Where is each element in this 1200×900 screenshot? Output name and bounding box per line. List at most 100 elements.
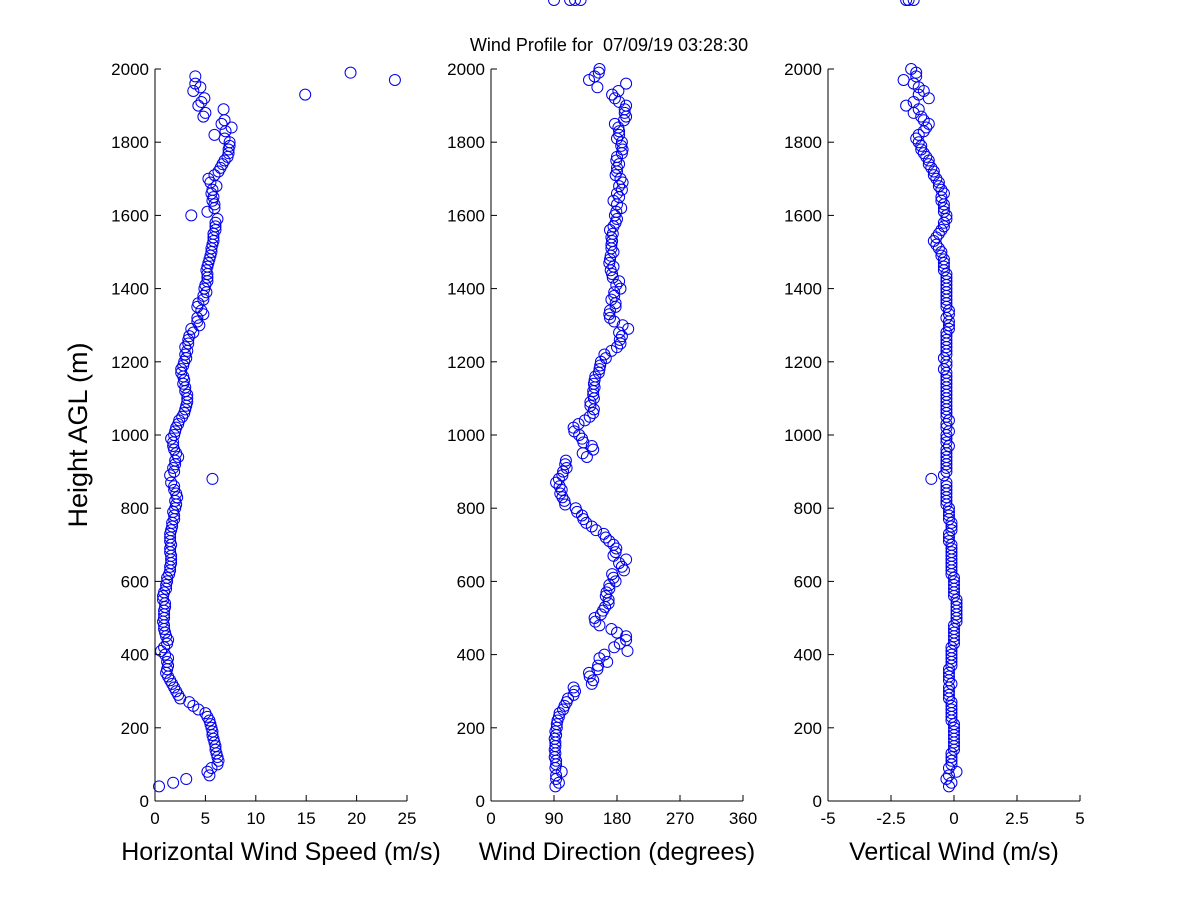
data-point (218, 154, 231, 167)
data-point (164, 469, 177, 482)
data-point (559, 498, 572, 511)
y-tick-label: 1200 (111, 353, 149, 372)
data-point (191, 315, 204, 328)
data-point (615, 330, 628, 343)
data-point (920, 121, 933, 134)
data-point (614, 172, 627, 185)
data-point (620, 99, 633, 112)
data-point (942, 414, 955, 427)
data-point (935, 224, 948, 237)
data-point (613, 637, 626, 650)
data-point (948, 571, 960, 584)
y-tick-label: 800 (457, 499, 485, 518)
data-point (920, 150, 933, 163)
data-point (945, 516, 958, 529)
data-point (945, 524, 958, 537)
data-point (201, 205, 214, 218)
y-tick-label: 1400 (784, 280, 822, 299)
data-point (945, 747, 958, 760)
data-point (558, 494, 571, 507)
data-point (922, 158, 935, 171)
data-point (905, 63, 918, 75)
x-tick-label: 10 (246, 809, 265, 828)
data-point (608, 286, 621, 299)
data-point (915, 143, 928, 156)
y-tick-label: 1400 (447, 280, 485, 299)
data-point (902, 0, 915, 6)
data-point (206, 472, 219, 485)
data-point (900, 0, 913, 6)
data-point (611, 341, 623, 354)
data-point (945, 644, 958, 657)
x-tick-label: 25 (398, 809, 417, 828)
data-point (584, 399, 597, 412)
data-point (948, 721, 960, 734)
data-point (601, 655, 614, 668)
data-point (598, 648, 611, 661)
x-tick-label: -2.5 (876, 809, 905, 828)
data-point (937, 220, 950, 233)
data-point (927, 235, 940, 248)
data-point (915, 110, 928, 123)
data-point (587, 377, 600, 390)
data-point (587, 407, 600, 420)
data-point (613, 125, 626, 138)
data-point (205, 762, 218, 775)
data-point (945, 699, 958, 712)
data-point (179, 403, 192, 416)
data-point (948, 626, 960, 639)
y-tick-label: 1800 (447, 133, 485, 152)
y-tick-label: 1800 (111, 133, 149, 152)
data-point (603, 308, 616, 321)
data-point (599, 590, 612, 603)
data-point (937, 205, 950, 218)
data-point (603, 256, 616, 269)
data-point (950, 593, 963, 606)
data-point (940, 330, 953, 343)
data-point (564, 0, 577, 6)
data-point (937, 187, 950, 200)
x-tick-label: 270 (666, 809, 694, 828)
data-point (940, 213, 953, 226)
data-point (945, 677, 958, 690)
data-point (948, 622, 960, 635)
data-point (613, 333, 626, 346)
y-tick-label: 600 (794, 572, 822, 591)
data-point (917, 114, 930, 127)
x-axis-label: Wind Direction (degrees) (479, 838, 756, 866)
y-tick-label: 1800 (784, 133, 822, 152)
data-point (604, 264, 617, 277)
x-tick-label: -5 (820, 809, 835, 828)
data-point (937, 260, 950, 273)
data-point (161, 575, 174, 588)
data-point (208, 736, 221, 749)
data-point (587, 674, 600, 687)
data-point (940, 436, 953, 449)
data-point (388, 73, 401, 86)
data-point (942, 535, 955, 548)
data-point (592, 66, 605, 79)
data-point (556, 469, 569, 482)
data-point (942, 769, 955, 782)
data-point (606, 227, 619, 240)
data-point (603, 582, 616, 595)
data-point (945, 542, 958, 555)
data-point (950, 597, 963, 610)
data-point (590, 524, 602, 537)
data-point (209, 220, 222, 233)
data-point (208, 128, 221, 141)
x-tick-label: 90 (545, 809, 564, 828)
data-point (930, 172, 943, 185)
data-point (215, 117, 228, 130)
data-point (559, 458, 572, 471)
data-point (945, 520, 958, 533)
data-point (189, 70, 202, 83)
data-point (945, 641, 958, 654)
data-point (580, 450, 593, 463)
data-point (588, 612, 601, 624)
data-point (593, 363, 606, 376)
data-point (558, 699, 571, 712)
data-point (945, 696, 958, 709)
data-point (945, 751, 958, 764)
